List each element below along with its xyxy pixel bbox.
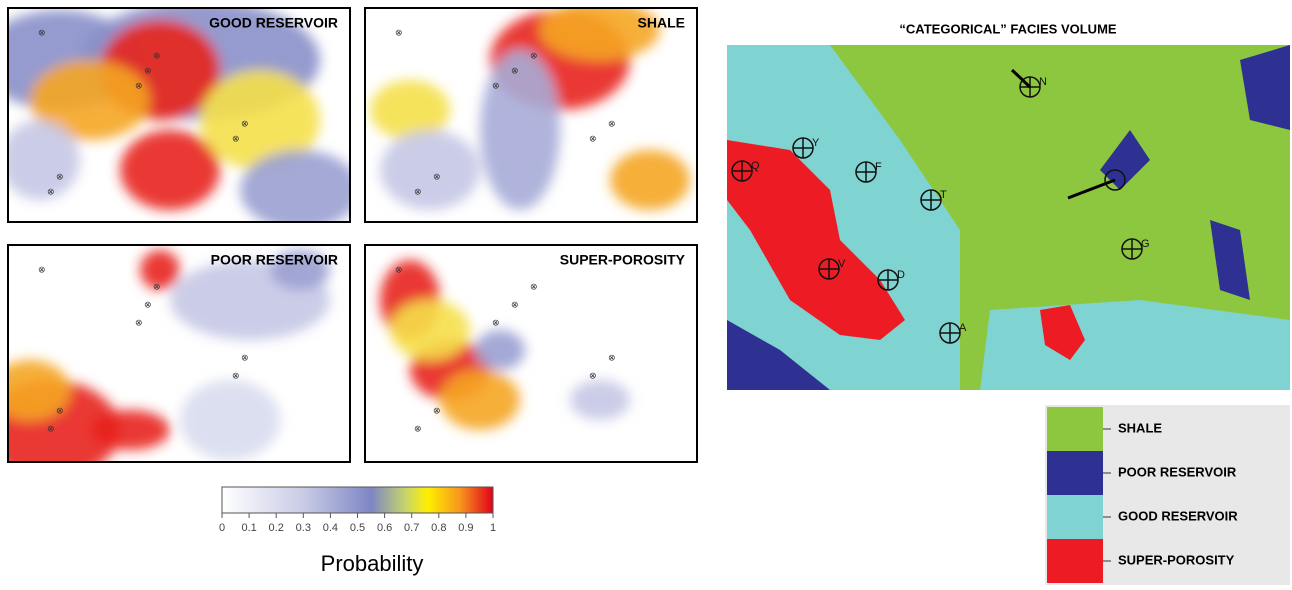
- sample-marker: ⊗: [395, 264, 403, 274]
- maps: ⊗⊗⊗⊗⊗⊗⊗⊗GOOD RESERVOIR⊗⊗⊗⊗⊗⊗⊗⊗SHALE⊗⊗⊗⊗⊗…: [0, 0, 697, 480]
- colorbar-tick-label: 0.7: [404, 522, 419, 534]
- colorbar-label: Probability: [321, 551, 424, 576]
- legend-swatch: [1047, 451, 1103, 495]
- panel-title: GOOD RESERVOIR: [209, 15, 338, 31]
- sample-marker: ⊗: [56, 405, 64, 415]
- colorbar-tick-label: 0.5: [350, 522, 365, 534]
- sample-marker: ⊗: [589, 133, 597, 143]
- field-blob: [120, 130, 220, 210]
- well-label: V: [838, 258, 846, 270]
- sample-marker: ⊗: [144, 299, 152, 309]
- legend-swatch: [1047, 495, 1103, 539]
- sample-marker: ⊗: [608, 118, 616, 128]
- colorbar-tick-label: 0.1: [241, 522, 256, 534]
- legend-swatch: [1047, 407, 1103, 451]
- sample-marker: ⊗: [144, 65, 152, 75]
- field-blob: [380, 130, 480, 210]
- legend-label: SUPER-POROSITY: [1118, 552, 1235, 567]
- field-blob: [570, 380, 630, 420]
- sample-marker: ⊗: [47, 423, 55, 433]
- sample-marker: ⊗: [38, 27, 46, 37]
- sample-marker: ⊗: [530, 281, 538, 291]
- well-label: T: [940, 189, 947, 201]
- well-label: Y: [812, 137, 820, 149]
- colorbar-tick-label: 0.9: [458, 522, 473, 534]
- sample-marker: ⊗: [153, 281, 161, 291]
- panel-title: SUPER-POROSITY: [560, 252, 686, 268]
- well-label: F: [875, 161, 882, 173]
- well-label: A: [959, 322, 967, 334]
- field-blob: [240, 150, 360, 230]
- sample-marker: ⊗: [433, 405, 441, 415]
- colorbar: [222, 487, 493, 513]
- field-blob: [480, 50, 560, 210]
- legend-swatch: [1047, 539, 1103, 583]
- facies-map: N Y Q F T G V D A: [727, 45, 1290, 390]
- sample-marker: ⊗: [135, 317, 143, 327]
- sample-marker: ⊗: [38, 264, 46, 274]
- figure: ⊗⊗⊗⊗⊗⊗⊗⊗GOOD RESERVOIR⊗⊗⊗⊗⊗⊗⊗⊗SHALE⊗⊗⊗⊗⊗…: [0, 0, 1292, 585]
- field-blob: [180, 380, 280, 460]
- colorbar-tick-label: 0.4: [323, 522, 338, 534]
- probability-map: ⊗ ⊗ ⊗ ⊗ ⊗ ⊗ ⊗ ⊗: [365, 0, 697, 222]
- sample-marker: ⊗: [511, 65, 519, 75]
- sample-marker: ⊗: [135, 80, 143, 90]
- sample-marker: ⊗: [241, 352, 249, 362]
- sample-marker: ⊗: [608, 352, 616, 362]
- page: ⊗⊗⊗⊗⊗⊗⊗⊗GOOD RESERVOIR⊗⊗⊗⊗⊗⊗⊗⊗SHALE⊗⊗⊗⊗⊗…: [0, 0, 1292, 585]
- sample-marker: ⊗: [232, 133, 240, 143]
- sample-marker: ⊗: [153, 50, 161, 60]
- probability-map: ⊗⊗⊗⊗⊗⊗⊗⊗: [0, 245, 350, 480]
- sample-marker: ⊗: [511, 299, 519, 309]
- sample-marker: ⊗: [395, 27, 403, 37]
- probability-map: ⊗⊗⊗⊗⊗⊗⊗⊗: [0, 0, 360, 230]
- colorbar-tick-label: 0.2: [269, 522, 284, 534]
- sample-marker: ⊗: [492, 317, 500, 327]
- sample-marker: ⊗: [414, 186, 422, 196]
- field-blob: [0, 120, 80, 200]
- volume-title: “CATEGORICAL” FACIES VOLUME: [899, 21, 1116, 36]
- colorbar-tick-label: 0: [219, 522, 225, 534]
- well-label: G: [1141, 238, 1150, 250]
- sample-marker: ⊗: [414, 423, 422, 433]
- sample-marker: ⊗: [47, 186, 55, 196]
- sample-marker: ⊗: [56, 171, 64, 181]
- well-label: D: [897, 269, 905, 281]
- colorbar-tick-label: 1: [490, 522, 496, 534]
- legend-label: GOOD RESERVOIR: [1118, 508, 1238, 523]
- sample-marker: ⊗: [241, 118, 249, 128]
- panel-title: POOR RESERVOIR: [211, 252, 338, 268]
- field-blob: [475, 330, 525, 370]
- field-blob: [610, 150, 690, 210]
- sample-marker: ⊗: [232, 370, 240, 380]
- well-label: Q: [751, 160, 760, 172]
- legend-label: SHALE: [1118, 420, 1162, 435]
- sample-marker: ⊗: [589, 370, 597, 380]
- sample-marker: ⊗: [530, 50, 538, 60]
- sample-marker: ⊗: [492, 80, 500, 90]
- colorbar-tick-label: 0.8: [431, 522, 446, 534]
- legend-label: POOR RESERVOIR: [1118, 464, 1237, 479]
- sample-marker: ⊗: [433, 171, 441, 181]
- panel-title: SHALE: [638, 15, 685, 31]
- well-label: N: [1039, 76, 1047, 88]
- colorbar-tick-label: 0.3: [296, 522, 311, 534]
- field-blob: [390, 300, 470, 360]
- field-blob: [90, 410, 170, 450]
- probability-map: ⊗ ⊗ ⊗ ⊗ ⊗ ⊗ ⊗ ⊗: [365, 245, 697, 462]
- field-blob: [440, 370, 520, 430]
- colorbar-tick-label: 0.6: [377, 522, 392, 534]
